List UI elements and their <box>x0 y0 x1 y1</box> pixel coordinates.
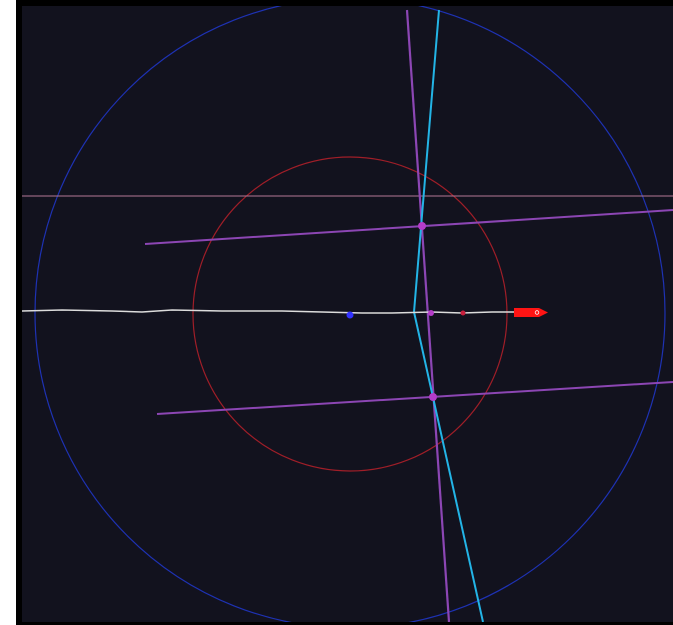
center-dot-icon[interactable] <box>346 311 354 319</box>
upper-purple-line <box>144 209 673 245</box>
track-marker-purple[interactable] <box>428 310 434 316</box>
inner-range-ring <box>192 156 508 472</box>
cyan-path <box>412 9 484 622</box>
ship-icon[interactable] <box>514 308 548 317</box>
lower-purple-line <box>156 381 673 415</box>
radar-svg <box>22 6 673 622</box>
viewport-frame <box>16 0 673 625</box>
outer-range-ring <box>34 6 666 622</box>
lower-intersection-marker[interactable] <box>429 393 437 401</box>
upper-intersection-marker[interactable] <box>418 222 426 230</box>
radar-canvas[interactable] <box>22 6 673 622</box>
white-track <box>22 309 517 314</box>
track-marker-red[interactable] <box>460 310 466 316</box>
vertical-purple-line <box>405 9 451 622</box>
